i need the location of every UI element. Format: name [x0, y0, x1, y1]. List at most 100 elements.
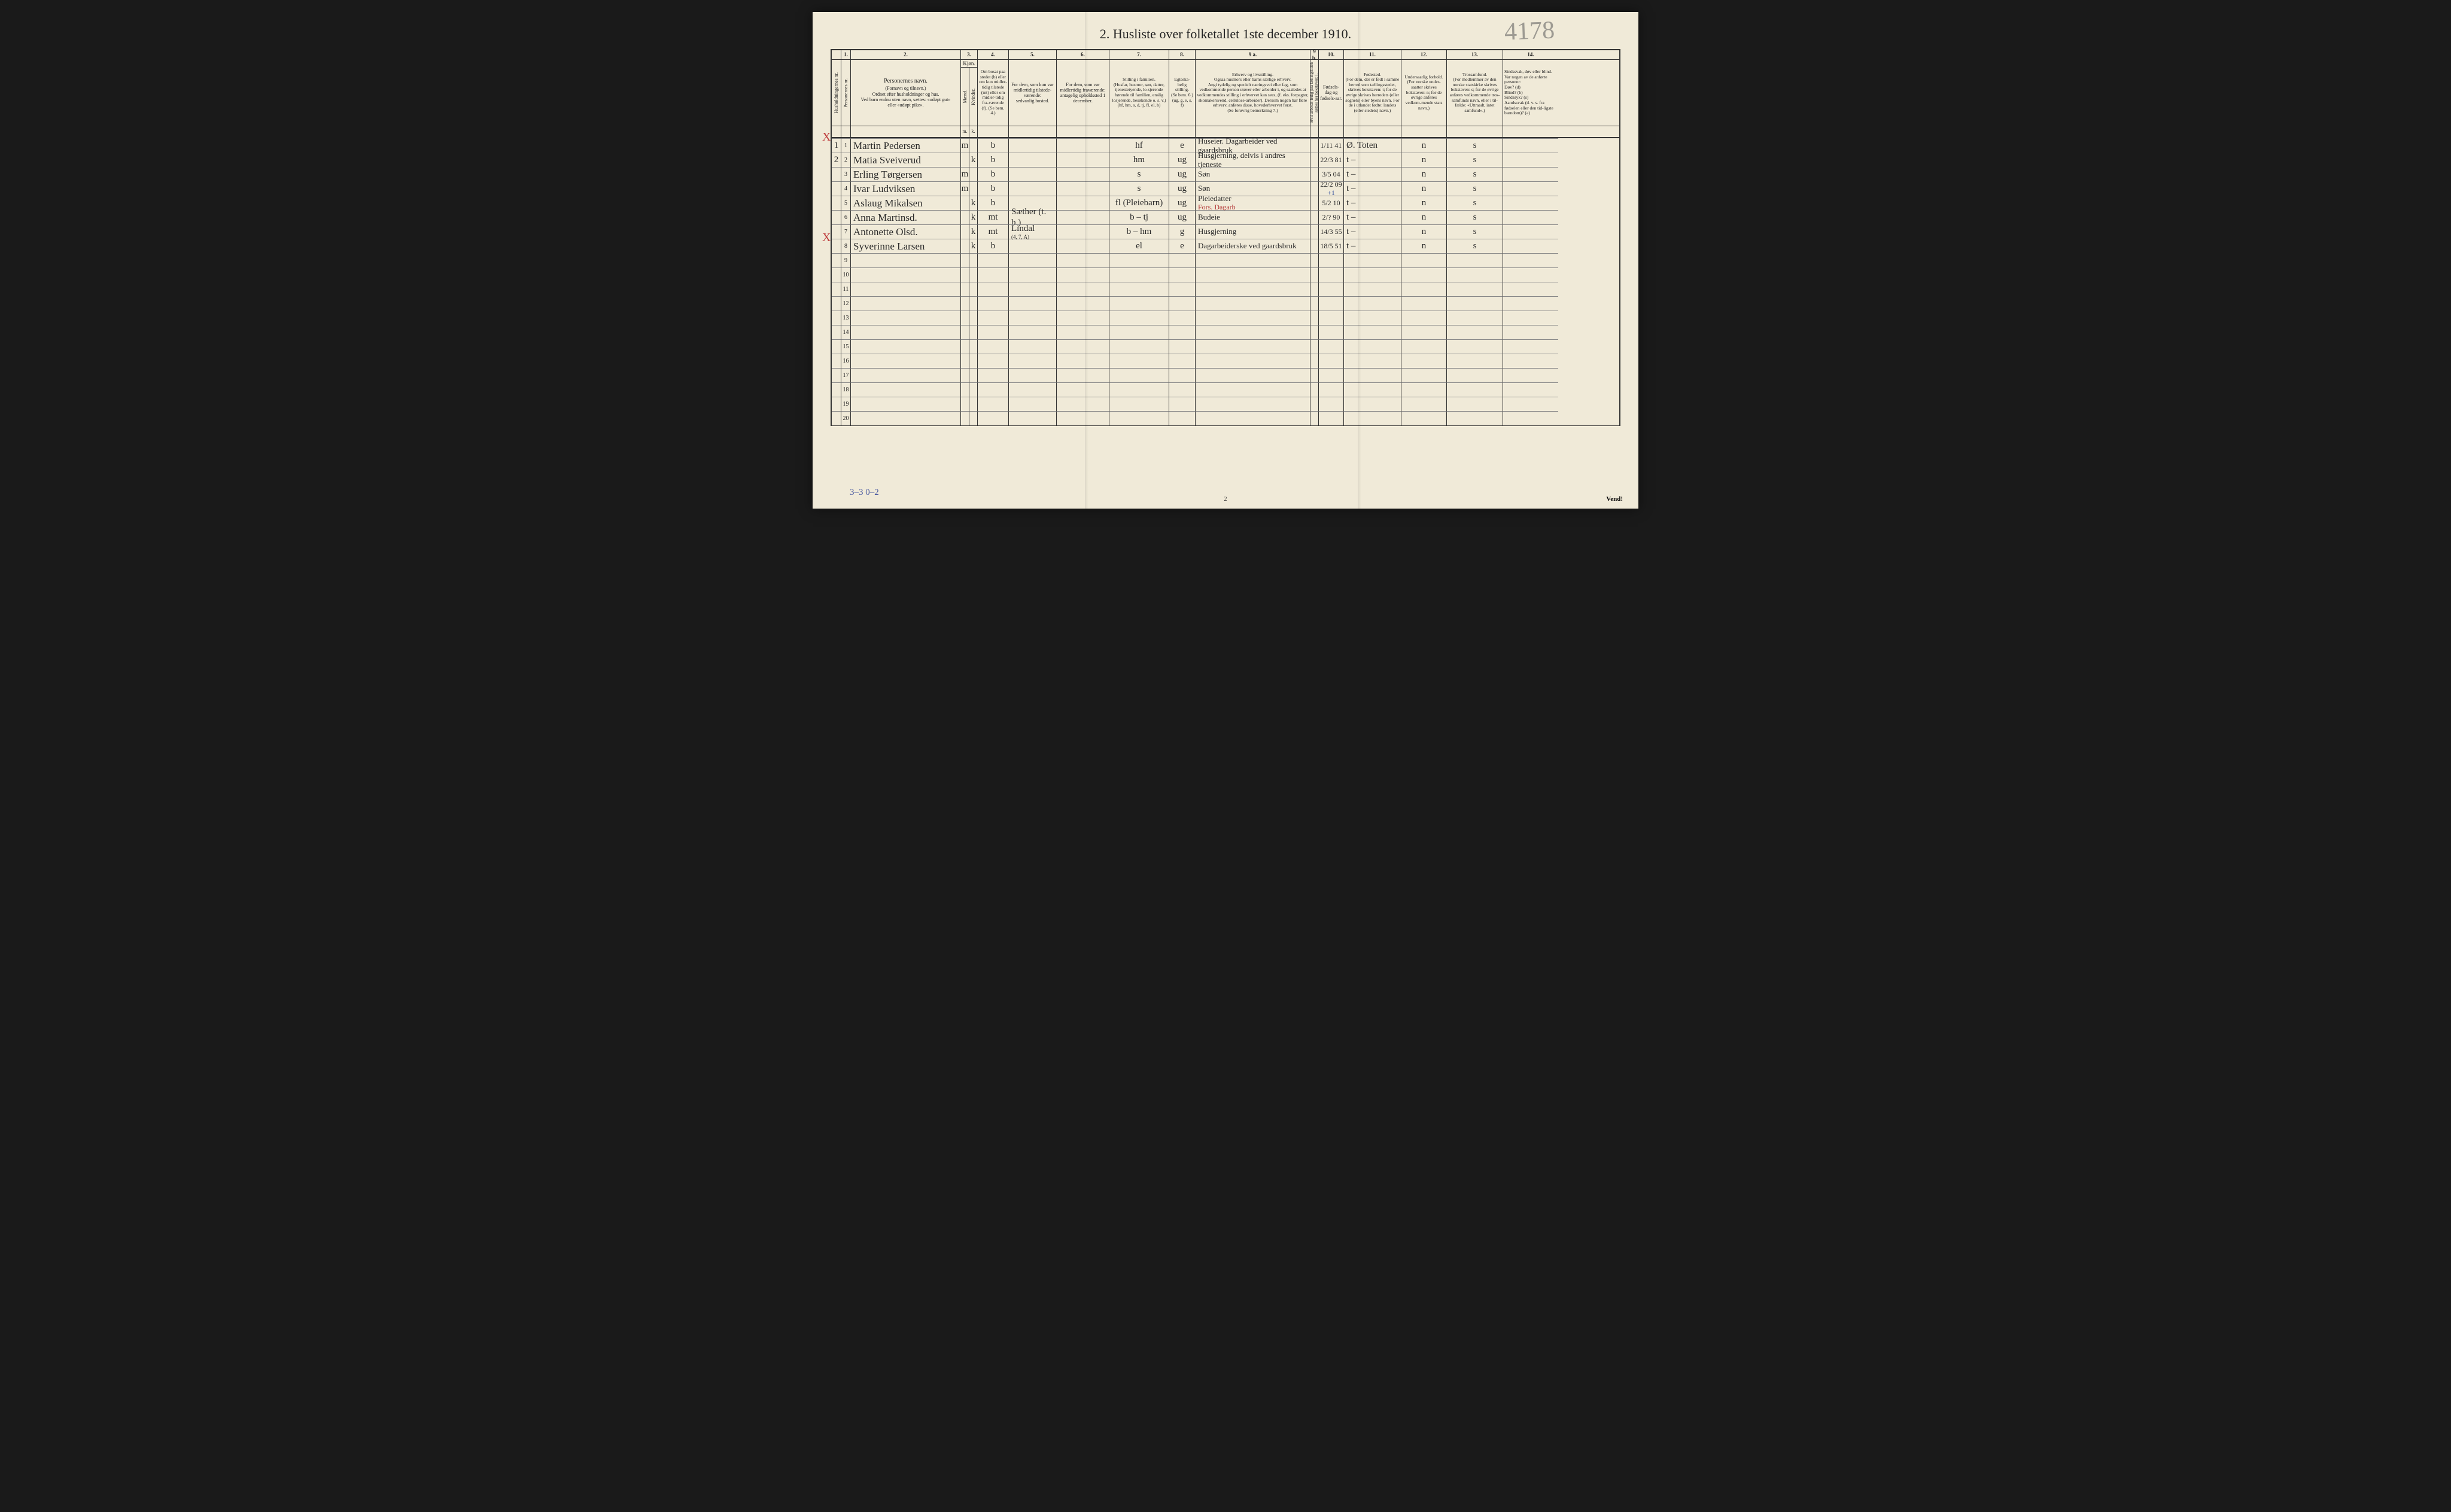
household-nr: [832, 296, 841, 311]
temp-present-loc: [1009, 267, 1057, 282]
unemployed: [1310, 153, 1319, 167]
sub: [1057, 126, 1109, 137]
person-nr: 15: [841, 339, 851, 354]
birthplace: [1344, 311, 1401, 325]
birthplace: [1344, 253, 1401, 267]
marital: [1169, 296, 1196, 311]
nationality: n: [1401, 210, 1447, 224]
residence: [978, 354, 1009, 368]
infirmity: [1503, 196, 1558, 210]
infirmity: [1503, 224, 1558, 239]
birthdate: [1319, 253, 1344, 267]
residence: [978, 339, 1009, 354]
person-nr: 18: [841, 382, 851, 397]
sub-m: m.: [961, 126, 969, 137]
residence: b: [978, 138, 1009, 153]
occupation: [1196, 296, 1310, 311]
hdr-unemployed: Hvis arbeids-ledig paa tællingstiden sæt…: [1310, 60, 1319, 126]
temp-present-loc: Lindal(4, 7, A): [1009, 224, 1057, 239]
family-pos: [1109, 339, 1169, 354]
unemployed: [1310, 296, 1319, 311]
sub: [1344, 126, 1401, 137]
temp-absent-loc: [1057, 411, 1109, 425]
temp-absent-loc: [1057, 196, 1109, 210]
temp-absent-loc: [1057, 267, 1109, 282]
temp-present-loc: [1009, 239, 1057, 253]
occupation: [1196, 282, 1310, 296]
sex-m: [961, 354, 969, 368]
temp-present-loc: [1009, 282, 1057, 296]
household-nr: [832, 397, 841, 411]
marital: [1169, 339, 1196, 354]
birthdate: 5/2 10: [1319, 196, 1344, 210]
temp-present-loc: [1009, 382, 1057, 397]
family-pos: [1109, 397, 1169, 411]
temp-absent-loc: [1057, 368, 1109, 382]
sub: [841, 126, 851, 137]
residence: [978, 397, 1009, 411]
occupation: [1196, 339, 1310, 354]
household-nr: [832, 181, 841, 196]
temp-present-loc: [1009, 311, 1057, 325]
hdr-temp-absent: For dem, som var midlertidig fraværende:…: [1057, 60, 1109, 126]
marital: ug: [1169, 196, 1196, 210]
unemployed: [1310, 339, 1319, 354]
sex-k: [969, 339, 978, 354]
temp-present-loc: [1009, 296, 1057, 311]
marital: [1169, 354, 1196, 368]
temp-present-loc: [1009, 325, 1057, 339]
sex-k: k: [969, 196, 978, 210]
hdr-temp-present: For dem, som kun var midlertidig tilsted…: [1009, 60, 1057, 126]
temp-present-loc: Sæther (t. b.): [1009, 210, 1057, 224]
temp-present-loc: [1009, 138, 1057, 153]
colnum: 12.: [1401, 50, 1447, 59]
person-nr: 5: [841, 196, 851, 210]
temp-present-loc: [1009, 411, 1057, 425]
residence: [978, 325, 1009, 339]
sub: [832, 126, 841, 137]
sub-k: k.: [969, 126, 978, 137]
temp-present-loc: [1009, 368, 1057, 382]
birthplace: [1344, 368, 1401, 382]
birthdate: [1319, 354, 1344, 368]
religion: s: [1447, 181, 1503, 196]
marital: e: [1169, 239, 1196, 253]
nationality: n: [1401, 167, 1447, 181]
sex-m: [961, 311, 969, 325]
residence: b: [978, 153, 1009, 167]
footer-tally: 3–3 0–2: [850, 488, 879, 498]
birthdate: 1/11 41: [1319, 138, 1344, 153]
name: Anna Martinsd.: [851, 210, 961, 224]
occupation: [1196, 354, 1310, 368]
residence: [978, 382, 1009, 397]
temp-absent-loc: [1057, 239, 1109, 253]
temp-absent-loc: [1057, 311, 1109, 325]
table-row: 14: [832, 325, 1619, 339]
temp-present-loc: [1009, 397, 1057, 411]
birthdate: 22/2 09 +1: [1319, 181, 1344, 196]
family-pos: hf: [1109, 138, 1169, 153]
marital: [1169, 282, 1196, 296]
birthdate: [1319, 311, 1344, 325]
religion: [1447, 368, 1503, 382]
religion: [1447, 311, 1503, 325]
sex-k: k: [969, 153, 978, 167]
temp-present-loc: [1009, 354, 1057, 368]
residence: b: [978, 181, 1009, 196]
colnum: 3.: [961, 50, 978, 59]
hdr-person-nr: Personernes nr.: [841, 60, 851, 126]
infirmity: [1503, 354, 1558, 368]
infirmity: [1503, 339, 1558, 354]
infirmity: [1503, 325, 1558, 339]
religion: s: [1447, 239, 1503, 253]
nationality: [1401, 282, 1447, 296]
sub: [1401, 126, 1447, 137]
name: [851, 282, 961, 296]
unemployed: [1310, 224, 1319, 239]
family-pos: [1109, 296, 1169, 311]
occupation: [1196, 397, 1310, 411]
birthplace: [1344, 339, 1401, 354]
hdr-birthdate: Fødsels-dag og fødsels-aar.: [1319, 60, 1344, 126]
person-nr: 2: [841, 153, 851, 167]
sex-m: [961, 196, 969, 210]
